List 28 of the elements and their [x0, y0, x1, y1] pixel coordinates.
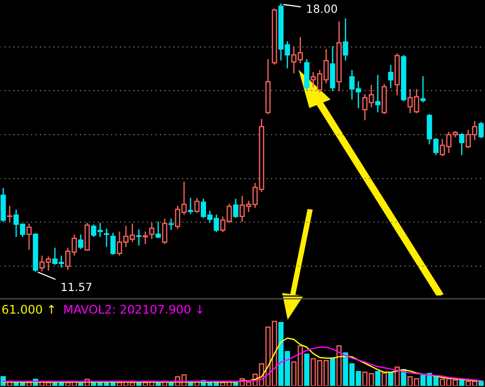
- candlestick: [375, 74, 380, 112]
- text: MAVOL2: 202107.900 ↓: [64, 304, 202, 314]
- candlestick: [420, 76, 426, 102]
- candlestick: [0, 188, 6, 222]
- bar: [304, 354, 310, 386]
- bar: [375, 371, 380, 386]
- candlestick: [233, 198, 238, 218]
- candlestick: [149, 222, 154, 240]
- bar: [388, 372, 394, 386]
- candlestick: [388, 64, 394, 88]
- candlestick: [394, 53, 400, 96]
- candlestick: [78, 234, 84, 249]
- candlestick: [136, 229, 142, 246]
- text: 61.000 ↑: [2, 304, 54, 314]
- candlestick: [459, 133, 464, 156]
- candlestick: [7, 206, 12, 222]
- candlestick: [382, 84, 387, 114]
- annotation: 18.00: [307, 4, 337, 13]
- bar: [78, 382, 84, 386]
- bar: [459, 379, 464, 386]
- candlestick: [162, 218, 168, 244]
- text: 11.57: [62, 282, 92, 292]
- candlestick: [142, 232, 148, 244]
- bar: [478, 380, 484, 386]
- candlestick: [265, 59, 271, 114]
- bar: [330, 358, 336, 386]
- candlestick: [304, 59, 310, 90]
- candlestick: [168, 218, 174, 230]
